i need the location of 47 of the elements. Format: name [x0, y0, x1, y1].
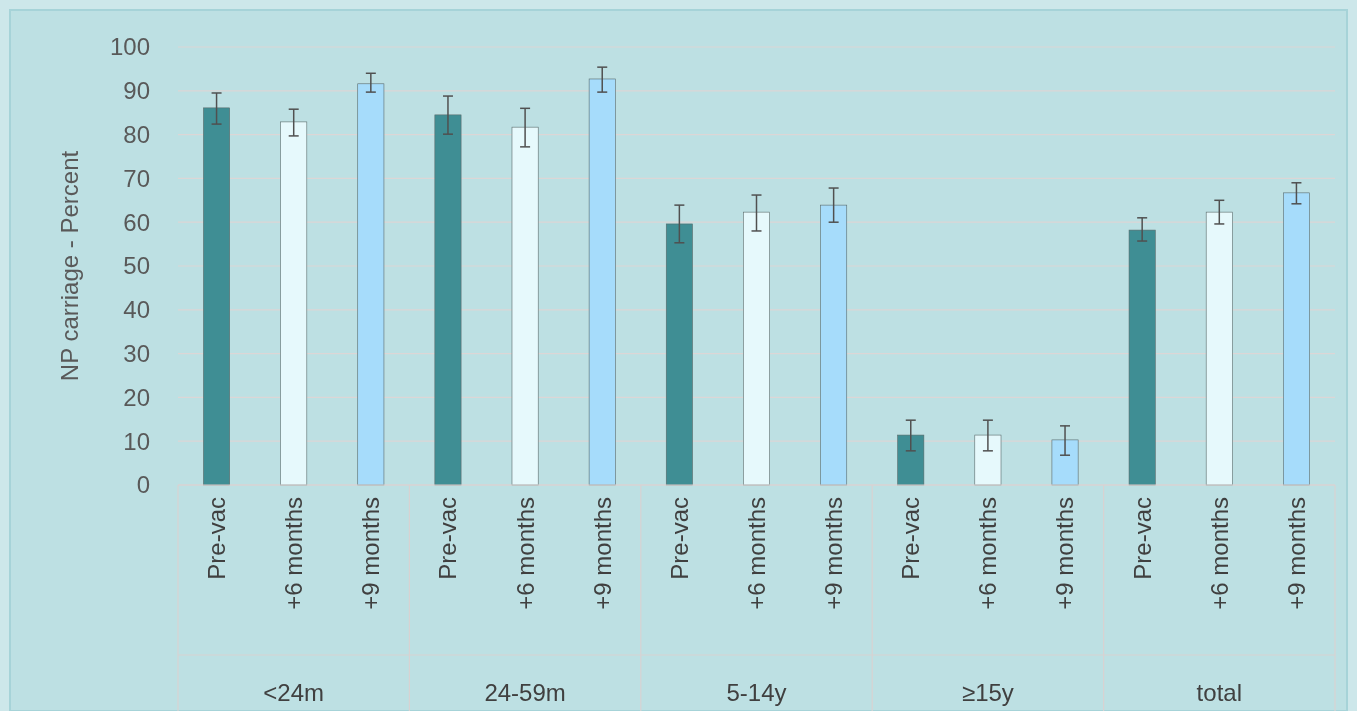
bar	[280, 121, 308, 486]
bar	[820, 204, 848, 486]
x-tick-label: Pre-vac	[665, 497, 693, 580]
bar	[1128, 229, 1156, 486]
y-tick-label: 30	[123, 340, 150, 367]
bar	[974, 434, 1002, 486]
x-tick-label: +9 months	[357, 497, 385, 610]
x-tick-label: Pre-vac	[1128, 497, 1156, 580]
x-tick-label: Pre-vac	[434, 497, 462, 580]
bar	[1205, 211, 1233, 486]
y-tick-label: 100	[109, 33, 150, 61]
x-tick-label: +9 months	[1051, 497, 1079, 610]
x-tick-label: Pre-vac	[897, 497, 925, 580]
text: ≥15y	[961, 679, 1014, 706]
bar	[1051, 439, 1079, 486]
x-tick-label: +6 months	[511, 497, 539, 610]
x-tick-label: +6 months	[280, 497, 308, 610]
y-tick-label: 50	[123, 252, 150, 280]
x-tick-label: +6 months	[1205, 497, 1233, 610]
y-tick-label: 60	[123, 208, 150, 236]
bar	[357, 83, 385, 486]
x-tick-label: +6 months	[742, 497, 770, 610]
text: 5-14y	[726, 679, 787, 706]
y-axis-title: NP carriage - Percent	[56, 150, 83, 382]
bar	[743, 211, 770, 486]
y-tick-label: 40	[123, 296, 150, 324]
x-tick-label: +9 months	[588, 497, 616, 610]
bar	[897, 434, 925, 486]
y-tick-label: 10	[123, 427, 150, 455]
text: total	[1196, 679, 1242, 706]
bar	[665, 223, 693, 486]
text: <24m	[263, 679, 325, 706]
x-tick-label: +6 months	[974, 497, 1002, 610]
y-tick-label: 80	[123, 121, 150, 148]
y-tick-label: 0	[136, 471, 150, 499]
x-tick-label: +9 months	[820, 497, 848, 610]
y-tick-label: 70	[123, 164, 150, 192]
bar	[588, 78, 616, 486]
x-tick-label: +9 months	[1282, 497, 1310, 610]
bar	[1283, 192, 1310, 486]
y-tick-label: 90	[123, 77, 150, 105]
x-tick-label: Pre-vac	[202, 497, 230, 580]
text: 24-59m	[484, 679, 566, 706]
bar	[203, 107, 230, 486]
bar	[434, 114, 462, 486]
bar	[511, 126, 539, 486]
y-tick-label: 20	[123, 383, 150, 411]
